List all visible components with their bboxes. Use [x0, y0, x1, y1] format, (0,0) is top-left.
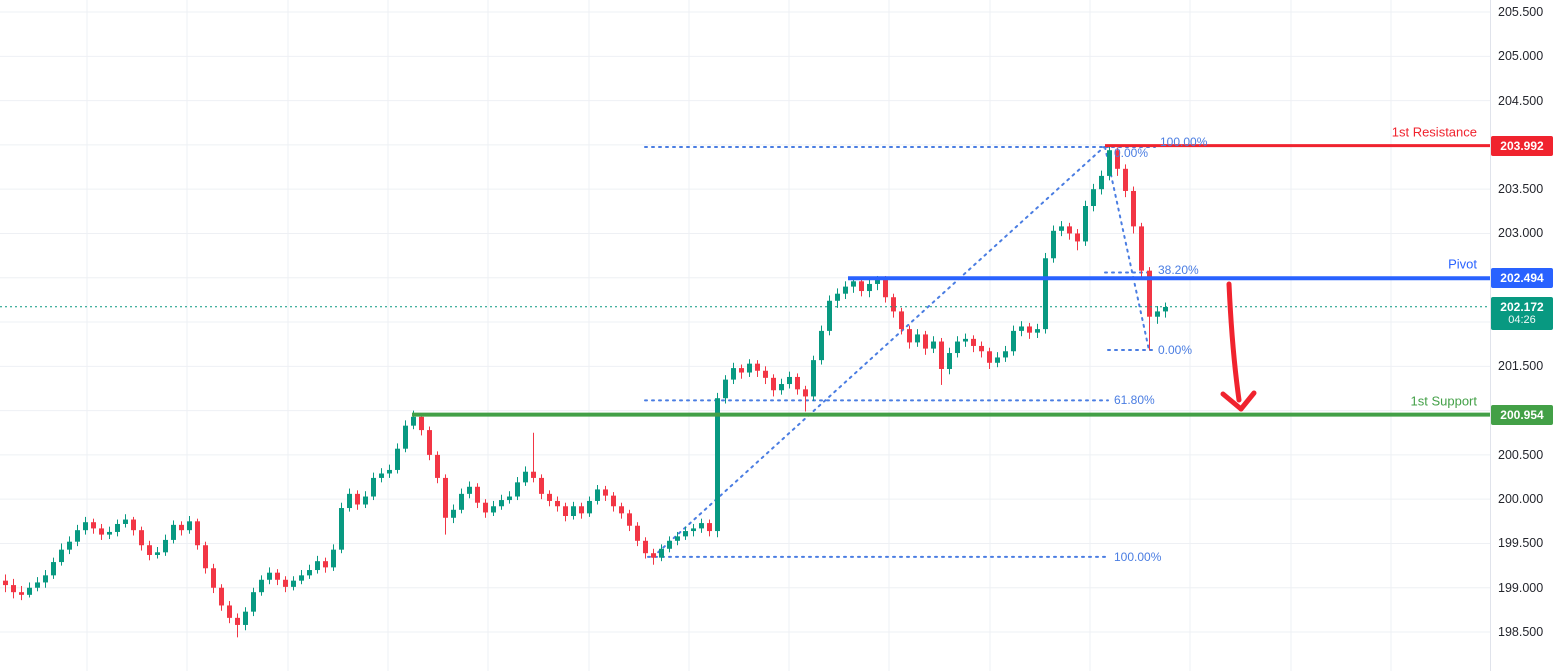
fib-downtrend[interactable]: [1104, 146, 1156, 352]
countdown-timer: 04:26: [1508, 313, 1536, 326]
y-axis-tick-label: 205.000: [1498, 49, 1544, 64]
y-axis-tick-label: 201.500: [1498, 359, 1544, 374]
resistance-label[interactable]: 1st Resistance: [1391, 124, 1477, 140]
current-price-tag: 202.172 04:26: [1491, 296, 1553, 330]
support-price-tag: 200.954: [1491, 404, 1553, 425]
fib-uptrend[interactable]: [644, 146, 1109, 558]
pivot-label[interactable]: Pivot: [1448, 256, 1477, 272]
grid-lines: [0, 0, 1490, 671]
candles: [3, 145, 1168, 638]
current-price-value: 202.172: [1500, 299, 1544, 314]
price-axis[interactable]: [1490, 0, 1555, 671]
down-arrow-annotation[interactable]: [1220, 281, 1257, 412]
fib-level-label: 0.00%: [1114, 146, 1149, 161]
y-axis-tick-label: 199.500: [1498, 536, 1544, 551]
fib-level-label: 100.00%: [1160, 135, 1208, 150]
y-axis-tick-label: 200.500: [1498, 447, 1544, 462]
y-axis-tick-label: 203.000: [1498, 226, 1544, 241]
y-axis-tick-label: 203.500: [1498, 182, 1544, 197]
support-label[interactable]: 1st Support: [1410, 393, 1478, 409]
fib-level-label: 100.00%: [1114, 549, 1162, 564]
resistance-price-tag: 203.992: [1491, 135, 1553, 156]
y-axis-tick-label: 199.000: [1498, 580, 1544, 595]
fib-level-label: 38.20%: [1158, 263, 1199, 278]
y-axis-tick-label: 205.500: [1498, 5, 1544, 20]
y-axis-tick-label: 204.500: [1498, 93, 1544, 108]
fib-level-label: 0.00%: [1158, 343, 1193, 358]
y-axis-tick-label: 198.500: [1498, 625, 1544, 640]
y-axis-tick-label: 200.000: [1498, 492, 1544, 507]
fib-level-label: 61.80%: [1114, 393, 1155, 408]
pivot-price-tag: 202.494: [1491, 268, 1553, 289]
